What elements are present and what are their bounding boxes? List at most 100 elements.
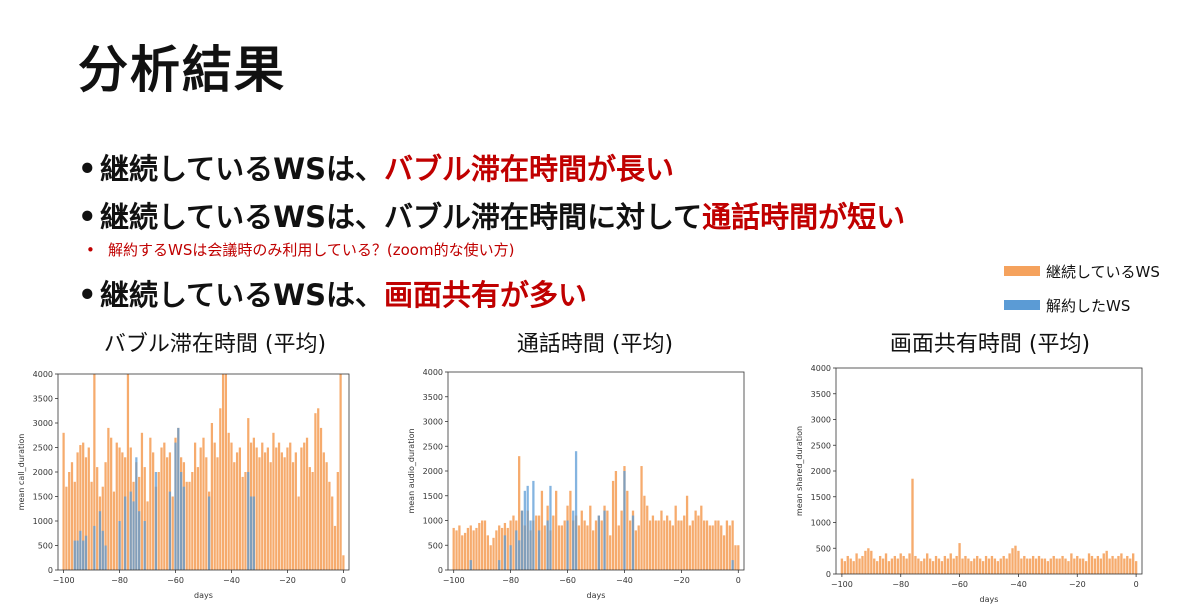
bar xyxy=(920,561,923,575)
bar xyxy=(244,472,247,570)
legend-item-continuing: 継続しているWS xyxy=(1004,254,1160,288)
y-tick-label: 3500 xyxy=(33,395,53,404)
bar xyxy=(911,478,914,574)
bar xyxy=(1076,555,1079,574)
bar xyxy=(98,511,102,570)
bar xyxy=(336,472,339,570)
bar xyxy=(73,540,76,570)
bar xyxy=(68,472,71,570)
bar xyxy=(1040,558,1044,574)
bar xyxy=(1120,553,1123,574)
x-axis-label: days xyxy=(587,591,606,600)
bar xyxy=(1108,558,1111,574)
bar xyxy=(703,520,706,570)
y-tick-label: 2500 xyxy=(811,441,831,450)
bar xyxy=(472,530,475,570)
bar xyxy=(549,485,552,570)
bar xyxy=(317,408,320,570)
bar xyxy=(896,558,899,574)
bar xyxy=(241,476,244,570)
bar xyxy=(79,445,82,570)
bar xyxy=(666,515,669,570)
bar xyxy=(734,545,737,570)
bar xyxy=(483,520,487,570)
bar xyxy=(107,427,110,570)
chart-svg: 0 500 1000 1500 2000 2500 3000 3500 4000 −100 −80 −… xyxy=(17,370,350,600)
bar xyxy=(934,555,938,574)
bar xyxy=(233,462,236,570)
bar xyxy=(1093,558,1097,574)
bar xyxy=(964,555,967,574)
bar xyxy=(671,525,674,570)
bar xyxy=(1026,558,1029,574)
bar xyxy=(180,472,183,570)
bullet-highlight: バブル滞在時間が長い xyxy=(384,152,675,186)
bar xyxy=(657,520,660,570)
bar xyxy=(1129,558,1132,574)
bar xyxy=(512,515,515,570)
bar xyxy=(717,520,720,570)
bar xyxy=(651,515,655,570)
bar xyxy=(631,515,635,570)
bar xyxy=(289,442,292,570)
bar xyxy=(255,447,258,570)
bar xyxy=(146,501,149,570)
bar xyxy=(1031,555,1035,574)
bar xyxy=(149,437,152,570)
bar xyxy=(196,467,200,570)
y-tick-label: 500 xyxy=(428,541,443,550)
bar xyxy=(87,447,90,570)
y-tick-label: 0 xyxy=(826,570,831,579)
bar xyxy=(620,510,623,570)
bar xyxy=(737,545,740,570)
bar xyxy=(495,530,498,570)
bar xyxy=(135,457,138,570)
bar xyxy=(1084,561,1088,575)
x-tick-label: 0 xyxy=(736,576,741,585)
bar xyxy=(955,555,958,574)
bar xyxy=(643,495,646,570)
bar xyxy=(623,471,626,570)
bar xyxy=(518,456,521,570)
bar xyxy=(65,486,68,570)
y-tick-label: 0 xyxy=(438,566,443,575)
bar xyxy=(855,553,858,574)
legend-label-continuing: 継続しているWS xyxy=(1046,262,1160,281)
bar xyxy=(458,525,461,570)
bar xyxy=(946,558,949,574)
bar xyxy=(617,525,620,570)
bar xyxy=(1090,555,1094,574)
bar xyxy=(840,558,844,574)
bar xyxy=(115,442,118,570)
bar xyxy=(614,471,618,570)
bar xyxy=(269,462,272,570)
bar xyxy=(230,442,233,570)
bar xyxy=(174,442,177,570)
bar xyxy=(958,543,961,574)
bar xyxy=(1049,558,1052,574)
legend-item-churned: 解約したWS xyxy=(1004,288,1160,322)
y-tick-label: 3500 xyxy=(423,393,443,402)
bar xyxy=(899,553,902,574)
bar xyxy=(537,530,541,570)
y-tick-label: 4000 xyxy=(33,370,53,379)
bar xyxy=(101,486,104,570)
bar xyxy=(843,561,846,575)
bar xyxy=(272,432,275,570)
bar xyxy=(297,496,300,570)
bar xyxy=(291,462,295,570)
y-tick-label: 1500 xyxy=(811,493,831,502)
bar xyxy=(976,555,979,574)
y-axis-label: mean shared_duration xyxy=(795,426,804,516)
bar xyxy=(1096,555,1100,574)
bar xyxy=(908,553,911,574)
y-tick-label: 2500 xyxy=(33,444,53,453)
bar xyxy=(247,472,250,570)
bar xyxy=(303,442,306,570)
bar xyxy=(90,481,93,570)
bar xyxy=(1002,555,1005,574)
bar xyxy=(191,472,194,570)
bar xyxy=(486,535,489,570)
bar xyxy=(611,480,615,570)
bar xyxy=(520,510,524,570)
